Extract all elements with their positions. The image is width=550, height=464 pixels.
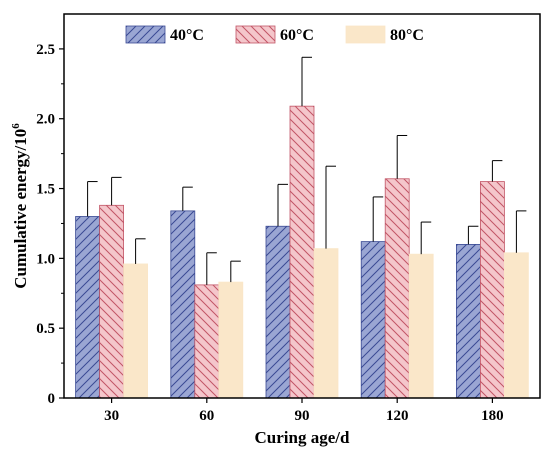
y-tick-label: 1.0 [36, 251, 55, 267]
legend-swatch-80c [345, 25, 386, 44]
bars-layer [75, 105, 529, 399]
x-tick-label: 180 [481, 408, 504, 424]
y-tick-label: 2.5 [36, 42, 55, 58]
bar-series2-cat3 [408, 253, 434, 399]
x-axis-title: Curing age/d [255, 428, 350, 447]
bar-series2-cat1 [218, 281, 244, 399]
bar-series0-cat3 [360, 241, 386, 399]
bar-series1-cat2 [289, 105, 315, 399]
bar-series1-cat1 [194, 284, 220, 399]
bar-series2-cat4 [503, 252, 529, 399]
y-tick-label: 0.5 [36, 321, 55, 337]
bar-series0-cat1 [170, 210, 196, 399]
bar-series1-cat3 [384, 178, 410, 399]
bar-series0-cat4 [455, 243, 481, 399]
legend-swatch-60c [235, 25, 276, 44]
bar-series2-cat0 [123, 263, 148, 399]
y-axis-title-main: Cumulative energy/10 [11, 129, 30, 289]
x-tick-label: 30 [104, 408, 119, 424]
x-tick-label: 120 [386, 408, 409, 424]
y-tick-label: 0 [48, 391, 56, 407]
bar-series1-cat4 [479, 181, 505, 399]
legend-label-40c: 40°C [170, 27, 204, 44]
legend-label-60c: 60°C [280, 27, 314, 44]
y-axis-title-superscript: 6 [10, 123, 22, 129]
x-tick-label: 60 [199, 408, 214, 424]
y-tick-label: 2.0 [36, 112, 55, 128]
y-tick-label: 1.5 [36, 182, 55, 198]
bar-series0-cat0 [75, 216, 100, 399]
legend-swatch-40c [125, 25, 166, 44]
ticks-layer: 30 60 90 120 180 0 0.5 1.0 1.5 2.0 2.5 [36, 42, 503, 424]
error-bars-layer [87, 56, 527, 285]
bar-series1-cat0 [99, 204, 124, 399]
x-tick-label: 90 [295, 408, 310, 424]
y-axis-title: Cumulative energy/106 [10, 123, 30, 289]
legend: 40°C 60°C 80°C [125, 25, 424, 44]
bar-series2-cat2 [313, 248, 339, 399]
legend-label-80c: 80°C [390, 27, 424, 44]
bar-series0-cat2 [265, 225, 291, 399]
